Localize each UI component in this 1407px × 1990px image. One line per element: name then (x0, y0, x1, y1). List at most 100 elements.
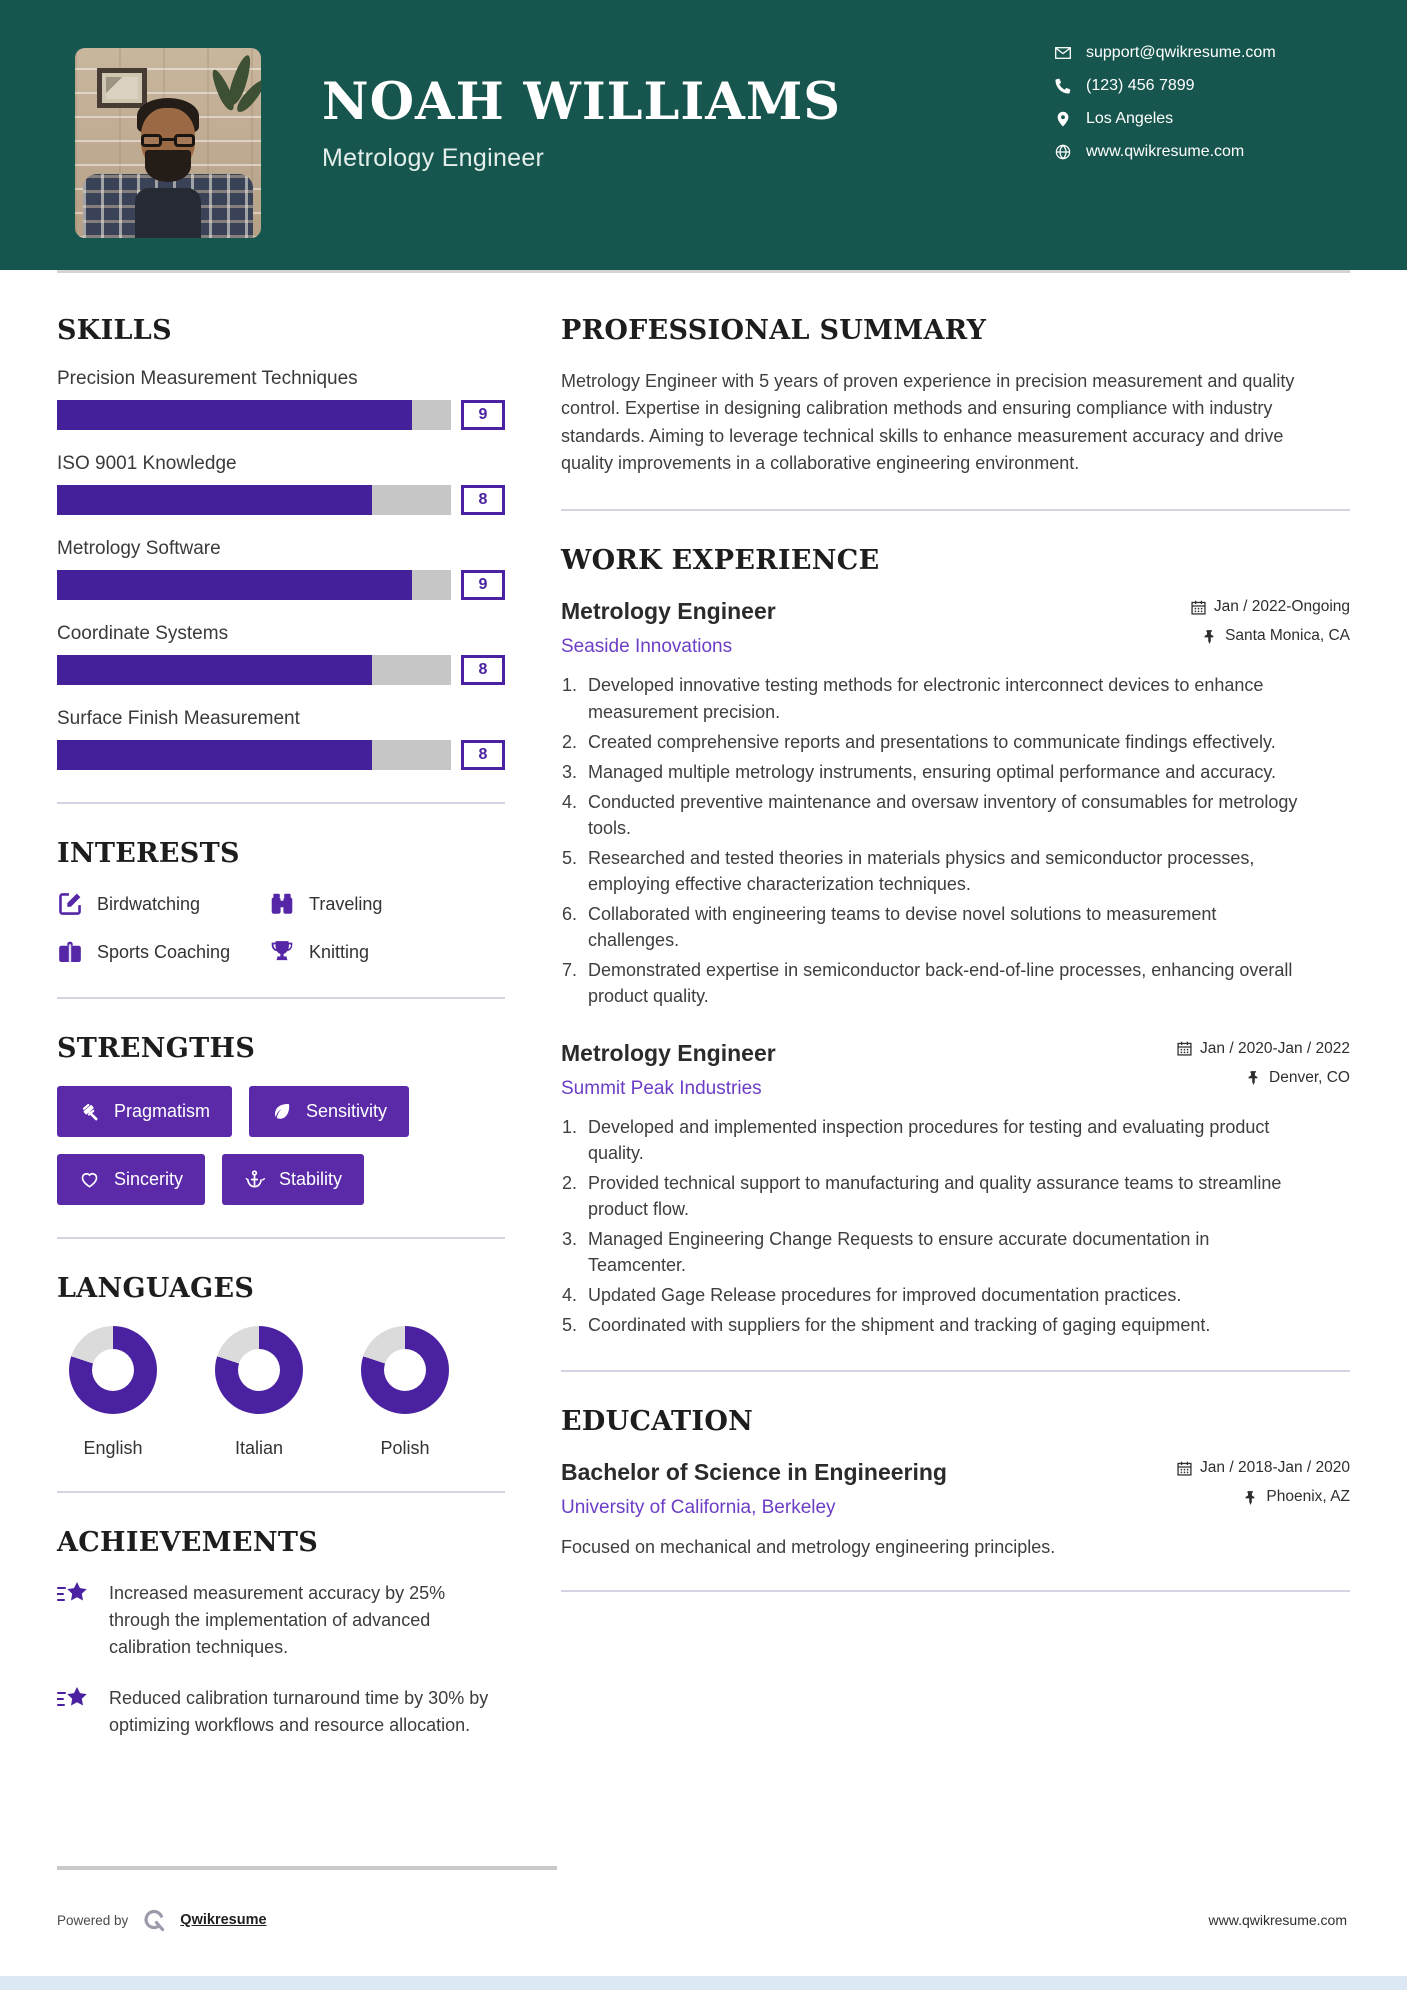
section-divider (57, 802, 505, 804)
photo-wall-art (97, 68, 147, 108)
strength-chip: Pragmatism (57, 1086, 233, 1137)
contact-location-text: Los Angeles (1086, 110, 1174, 127)
achievement-item: Increased measurement accuracy by 25% th… (56, 1580, 505, 1661)
skill-bar-fill (57, 485, 373, 515)
job-company-link[interactable]: Summit Peak Industries (561, 1077, 762, 1099)
section-divider (561, 509, 1350, 512)
interests-heading: INTERESTS (57, 838, 240, 869)
skill-label: Metrology Software (57, 538, 221, 559)
education-description: Focused on mechanical and metrology engi… (561, 1537, 1056, 1558)
school-link[interactable]: University of California, Berkeley (561, 1497, 836, 1519)
job-bullet: Conducted preventive maintenance and ove… (562, 789, 1298, 838)
globe-icon (1055, 144, 1071, 160)
skill-bar-track (57, 655, 451, 685)
language-item: Italian (215, 1326, 303, 1459)
gavel-icon (79, 1101, 100, 1122)
skill-label: Coordinate Systems (57, 623, 229, 644)
skill-bar-track (57, 485, 451, 515)
edit-icon (57, 891, 83, 917)
calendar-icon (1191, 600, 1206, 615)
education-dates: Jan / 2018-Jan / 2020 (1177, 1459, 1350, 1477)
languages-heading: LANGUAGES (57, 1273, 255, 1304)
pushpin-icon (1243, 1490, 1258, 1505)
briefcase-icon (57, 939, 83, 965)
summary-heading: PROFESSIONAL SUMMARY (561, 315, 987, 346)
skill-bar-fill (57, 655, 373, 685)
contact-website[interactable]: www.qwikresume.com (1055, 143, 1337, 161)
language-donut-chart (69, 1326, 157, 1414)
person-name: NOAH WILLIAMS (322, 72, 842, 132)
contact-phone-text: (123) 456 7899 (1086, 77, 1195, 94)
skill-rating-badge: 8 (461, 740, 505, 770)
job-bullet: Updated Gage Release procedures for impr… (562, 1282, 1182, 1308)
skill-item: Surface Finish Measurement 8 (57, 708, 505, 770)
language-label: English (83, 1438, 143, 1458)
heart-icon (79, 1169, 100, 1190)
contact-list: support@qwikresume.com (123) 456 7899 Lo… (1055, 44, 1337, 176)
contact-location: Los Angeles (1055, 110, 1337, 128)
job-location: Santa Monica, CA (1191, 627, 1350, 645)
location-icon (1055, 111, 1071, 127)
strength-chip: Sensitivity (249, 1086, 410, 1137)
achievement-item: Reduced calibration turnaround time by 3… (56, 1685, 505, 1739)
person-title: Metrology Engineer (322, 144, 545, 172)
section-divider (561, 1590, 1350, 1593)
job-company-link[interactable]: Seaside Innovations (561, 636, 733, 658)
skill-item: Precision Measurement Techniques 9 (57, 368, 505, 430)
interest-label: Knitting (309, 941, 370, 962)
main-column: PROFESSIONAL SUMMARY Metrology Engineer … (561, 315, 1350, 1763)
achievement-text: Reduced calibration turnaround time by 3… (109, 1688, 489, 1735)
job-bullet-list: Developed innovative testing methods for… (561, 672, 1311, 1009)
job-bullet: Managed Engineering Change Requests to e… (562, 1226, 1210, 1276)
job-bullet: Provided technical support to manufactur… (562, 1170, 1282, 1219)
strength-chip: Sincerity (57, 1154, 206, 1205)
strength-label: Sincerity (114, 1169, 184, 1189)
skill-rating-badge: 8 (461, 655, 505, 685)
photo-person-glasses (141, 134, 195, 148)
strengths-section: STRENGTHS Pragmatism Sensitivity (57, 1033, 505, 1205)
job-bullet: Coordinated with suppliers for the shipm… (562, 1312, 1211, 1338)
skill-bar-track (57, 570, 451, 600)
email-icon (1055, 45, 1071, 61)
interest-label: Birdwatching (97, 893, 201, 914)
photo-person-beard (145, 150, 191, 182)
summary-text: Metrology Engineer with 5 years of prove… (561, 371, 1295, 474)
job-location: Denver, CO (1177, 1069, 1350, 1087)
education-location: Phoenix, AZ (1177, 1488, 1350, 1506)
work-experience-section: WORK EXPERIENCE Metrology Engineer Seasi… (561, 545, 1350, 1338)
job-bullet: Created comprehensive reports and presen… (562, 729, 1276, 755)
qwikresume-logo (140, 1906, 168, 1934)
achievement-text: Increased measurement accuracy by 25% th… (109, 1583, 446, 1657)
languages-section: LANGUAGES English Italian Polish (57, 1273, 505, 1459)
skills-section: SKILLS Precision Measurement Techniques … (57, 315, 505, 770)
strength-label: Pragmatism (114, 1101, 211, 1121)
contact-email[interactable]: support@qwikresume.com (1055, 44, 1337, 62)
contact-phone[interactable]: (123) 456 7899 (1055, 77, 1337, 95)
binoculars-icon (269, 891, 295, 917)
header-divider (57, 270, 1350, 273)
skill-item: Coordinate Systems 8 (57, 623, 505, 685)
qwikresume-link[interactable]: Qwikresume (180, 1912, 267, 1928)
sidebar: SKILLS Precision Measurement Techniques … (56, 315, 505, 1763)
strength-label: Sensitivity (306, 1101, 388, 1121)
work-experience-heading: WORK EXPERIENCE (561, 545, 880, 577)
language-label: Italian (234, 1438, 284, 1458)
skill-bar-fill (57, 400, 412, 430)
contact-website-text: www.qwikresume.com (1086, 143, 1245, 160)
job-title: Metrology Engineer (561, 1039, 776, 1066)
education-section: EDUCATION Bachelor of Science in Enginee… (561, 1406, 1350, 1558)
section-divider (57, 1237, 505, 1239)
job-bullet: Demonstrated expertise in semiconductor … (562, 957, 1293, 1007)
pushpin-icon (1246, 1070, 1261, 1086)
shooting-star-icon (56, 1685, 91, 1739)
job-bullet: Collaborated with engineering teams to d… (562, 901, 1217, 951)
skill-item: Metrology Software 9 (57, 538, 505, 600)
powered-by-label: Powered by (57, 1912, 129, 1928)
photo-person-tee (135, 188, 201, 238)
skills-heading: SKILLS (57, 315, 172, 346)
skill-rating-badge: 9 (461, 570, 505, 600)
section-divider (57, 997, 505, 999)
job-bullet: Developed and implemented inspection pro… (562, 1114, 1270, 1163)
interest-item: Traveling (269, 891, 505, 917)
skill-rating-badge: 8 (461, 485, 505, 515)
